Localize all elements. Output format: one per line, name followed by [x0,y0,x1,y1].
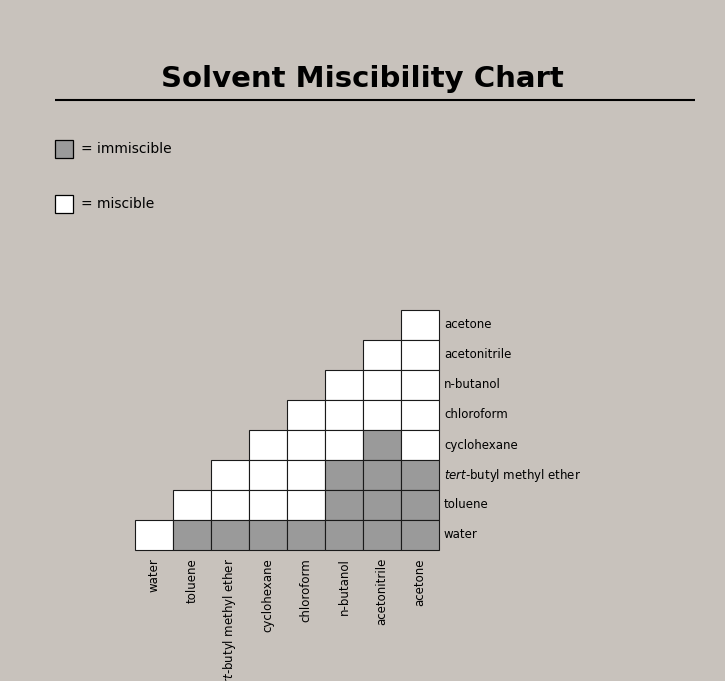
Bar [249,490,287,520]
Text: Solvent Miscibility Chart: Solvent Miscibility Chart [161,65,564,93]
Text: = immiscible: = immiscible [81,142,172,156]
Bar [401,520,439,550]
Bar [325,490,363,520]
Bar [211,520,249,550]
Text: n-butanol: n-butanol [338,558,350,615]
Bar [363,430,401,460]
Text: = miscible: = miscible [81,197,154,211]
Text: chloroform: chloroform [444,409,507,422]
Bar [287,520,325,550]
Bar [173,490,211,520]
Bar [363,520,401,550]
Bar [401,370,439,400]
Bar [211,490,249,520]
Bar [401,490,439,520]
Bar [325,370,363,400]
Bar [363,340,401,370]
Text: n-butanol: n-butanol [444,379,501,392]
Text: toluene: toluene [186,558,199,603]
Bar [249,430,287,460]
Bar [287,490,325,520]
Bar [363,370,401,400]
Bar [325,520,363,550]
Text: chloroform: chloroform [299,558,312,622]
Text: acetone: acetone [413,558,426,605]
Text: acetonitrile: acetonitrile [444,349,511,362]
Text: acetonitrile: acetonitrile [376,558,389,625]
Bar [401,340,439,370]
Bar [325,460,363,490]
Bar [135,520,173,550]
Bar [401,460,439,490]
Text: water: water [147,558,160,592]
Text: water: water [444,528,478,541]
Bar [287,400,325,430]
Text: cyclohexane: cyclohexane [262,558,275,632]
Text: $\it{tert}$-butyl methyl ether: $\it{tert}$-butyl methyl ether [222,558,239,681]
Text: $\it{tert}$-butyl methyl ether: $\it{tert}$-butyl methyl ether [444,466,581,484]
Bar [325,400,363,430]
Bar [401,310,439,340]
Bar [287,460,325,490]
Bar [211,460,249,490]
Text: acetone: acetone [444,319,492,332]
Bar [363,400,401,430]
Bar [249,460,287,490]
Bar [401,400,439,430]
Bar [401,430,439,460]
Bar [287,430,325,460]
Bar [55,140,73,158]
Bar [249,520,287,550]
Bar [55,195,73,213]
Bar [363,460,401,490]
Text: toluene: toluene [444,498,489,511]
Bar [173,520,211,550]
Text: cyclohexane: cyclohexane [444,439,518,452]
Bar [325,430,363,460]
Bar [363,490,401,520]
